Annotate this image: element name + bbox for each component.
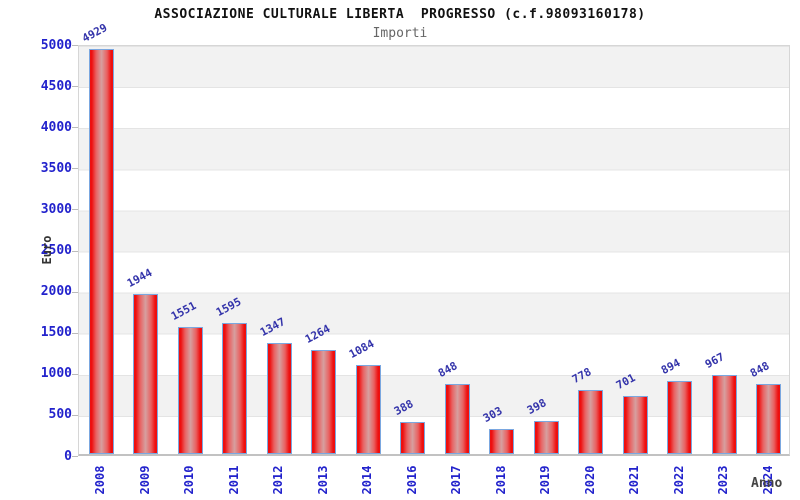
y-tick-label: 4500 — [40, 78, 72, 94]
y-tick-mark — [72, 415, 78, 416]
y-tick-mark — [72, 333, 78, 334]
x-tick-label: 2011 — [226, 465, 241, 495]
bar-value-label: 4929 — [80, 20, 110, 45]
x-axis-title: Anno — [751, 476, 783, 491]
x-tick-label: 2018 — [493, 465, 508, 495]
bar-2009 — [133, 294, 159, 454]
y-tick-label: 5000 — [40, 37, 72, 53]
chart-title: ASSOCIAZIONE CULTURALE LIBERTA PROGRESSO… — [154, 7, 646, 22]
bar-2017 — [444, 384, 470, 454]
plot-area: 4929 1944 1551 1595 1347 1264 1084 388 848 303 398… — [78, 21, 790, 456]
y-tick-label: 0 — [64, 448, 72, 464]
bar-value-label: 1551 — [169, 298, 199, 323]
bar-value-label: 1264 — [302, 322, 333, 347]
y-tick-label: 2500 — [40, 243, 72, 258]
x-tick-label: 2019 — [538, 465, 553, 495]
bar-2021 — [622, 396, 648, 454]
bar-2020 — [578, 390, 604, 454]
y-tick-mark — [72, 456, 78, 457]
y-tick-label: 500 — [48, 407, 72, 423]
bar-value-label: 1595 — [213, 294, 244, 319]
y-tick-mark — [72, 127, 78, 128]
bar-2022 — [667, 380, 693, 454]
y-tick-mark — [72, 86, 78, 87]
bar-value-label: 1944 — [124, 266, 155, 291]
x-tick-label: 2023 — [716, 465, 731, 495]
bar-2024 — [756, 384, 782, 454]
bar-value-label: 1347 — [258, 315, 288, 340]
bar-value-label: 1084 — [347, 336, 377, 361]
x-tick-label: 2009 — [137, 465, 152, 495]
bar-value-label: 848 — [747, 359, 772, 381]
y-tick-mark — [72, 292, 78, 293]
bar-2014 — [355, 364, 381, 454]
x-tick-label: 2022 — [671, 465, 686, 495]
bar-2011 — [222, 322, 248, 454]
bar-2016 — [400, 422, 426, 454]
bar-2010 — [177, 326, 203, 454]
x-tick-label: 2008 — [93, 465, 108, 495]
y-tick-mark — [72, 168, 78, 169]
y-tick-mark — [72, 209, 78, 210]
x-tick-label: 2012 — [271, 465, 286, 495]
bar-2008 — [88, 48, 114, 454]
x-tick-label: 2020 — [582, 465, 597, 495]
bar-2013 — [311, 350, 337, 454]
x-tick-label: 2010 — [182, 465, 197, 495]
bar-value-label: 848 — [436, 359, 460, 381]
bar-2018 — [489, 429, 515, 454]
chart-subtitle: Importi — [372, 26, 428, 41]
y-tick-label: 1000 — [40, 366, 72, 382]
y-tick-label: 3000 — [40, 201, 72, 217]
bar-2023 — [711, 374, 737, 454]
y-tick-mark — [72, 374, 78, 375]
bar-value-label: 778 — [569, 365, 594, 387]
bar-2019 — [533, 421, 559, 454]
x-tick-label: 2014 — [360, 465, 375, 495]
y-tick-label: 4000 — [40, 119, 72, 135]
x-tick-label: 2021 — [627, 465, 642, 495]
bar-value-label: 894 — [658, 355, 683, 377]
bar-value-label: 967 — [703, 349, 727, 371]
x-tick-label: 2016 — [404, 465, 419, 495]
y-axis-title: Euro — [40, 235, 54, 265]
bar-2012 — [266, 343, 292, 454]
x-tick-label: 2013 — [315, 465, 330, 495]
y-tick-label: 3500 — [40, 160, 72, 176]
bar-value-label: 398 — [525, 396, 549, 418]
bar-value-label: 701 — [614, 371, 638, 393]
bar-value-label: 388 — [391, 397, 416, 419]
y-tick-label: 1500 — [40, 325, 72, 341]
y-tick-label: 2000 — [40, 284, 72, 300]
y-tick-mark — [72, 45, 78, 46]
x-tick-label: 2017 — [449, 465, 464, 495]
y-tick-mark — [72, 251, 78, 252]
bar-value-label: 303 — [480, 404, 505, 426]
